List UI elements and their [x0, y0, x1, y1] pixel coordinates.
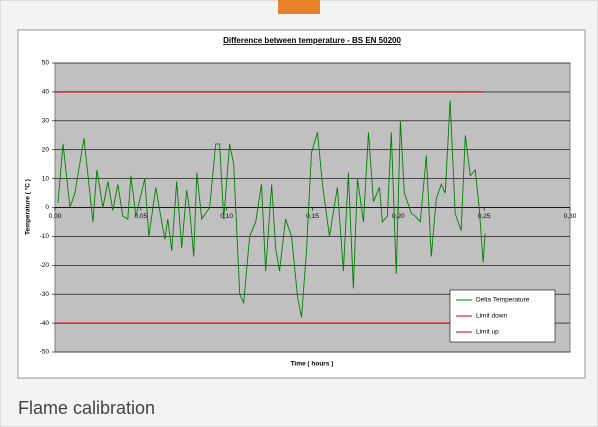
y-tick-label: 50 — [42, 60, 50, 67]
x-tick-label: 0,00 — [49, 213, 62, 220]
y-tick-label: -50 — [40, 349, 50, 356]
x-tick-label: 0,30 — [564, 213, 577, 220]
tab — [278, 0, 320, 14]
chart-title: Difference between temperature - BS EN 5… — [223, 36, 401, 45]
x-tick-label: 0,20 — [392, 213, 405, 220]
x-tick-label: 0,25 — [478, 213, 491, 220]
y-tick-label: 40 — [42, 89, 50, 96]
legend-label: Delta Temperature — [476, 297, 530, 304]
series-line — [57, 100, 486, 318]
y-tick-label: -10 — [40, 233, 50, 240]
y-tick-label: 30 — [42, 118, 50, 125]
x-tick-label: 0,15 — [306, 213, 319, 220]
y-tick-label: 10 — [42, 175, 50, 182]
x-axis-title: Time ( hours ) — [291, 361, 334, 368]
y-tick-label: 0 — [45, 204, 49, 211]
legend-label: Limit down — [476, 313, 507, 320]
caption: Flame calibration — [18, 398, 156, 418]
x-tick-label: 0,05 — [135, 213, 148, 220]
x-tick-label: 0,10 — [220, 213, 233, 220]
legend-label: Limit up — [476, 329, 499, 336]
y-axis-title: Temperature ( °C ) — [24, 179, 32, 235]
y-tick-label: -20 — [40, 262, 50, 269]
y-tick-label: -40 — [40, 320, 50, 327]
y-tick-label: -30 — [40, 291, 50, 298]
y-tick-label: 20 — [42, 146, 50, 153]
